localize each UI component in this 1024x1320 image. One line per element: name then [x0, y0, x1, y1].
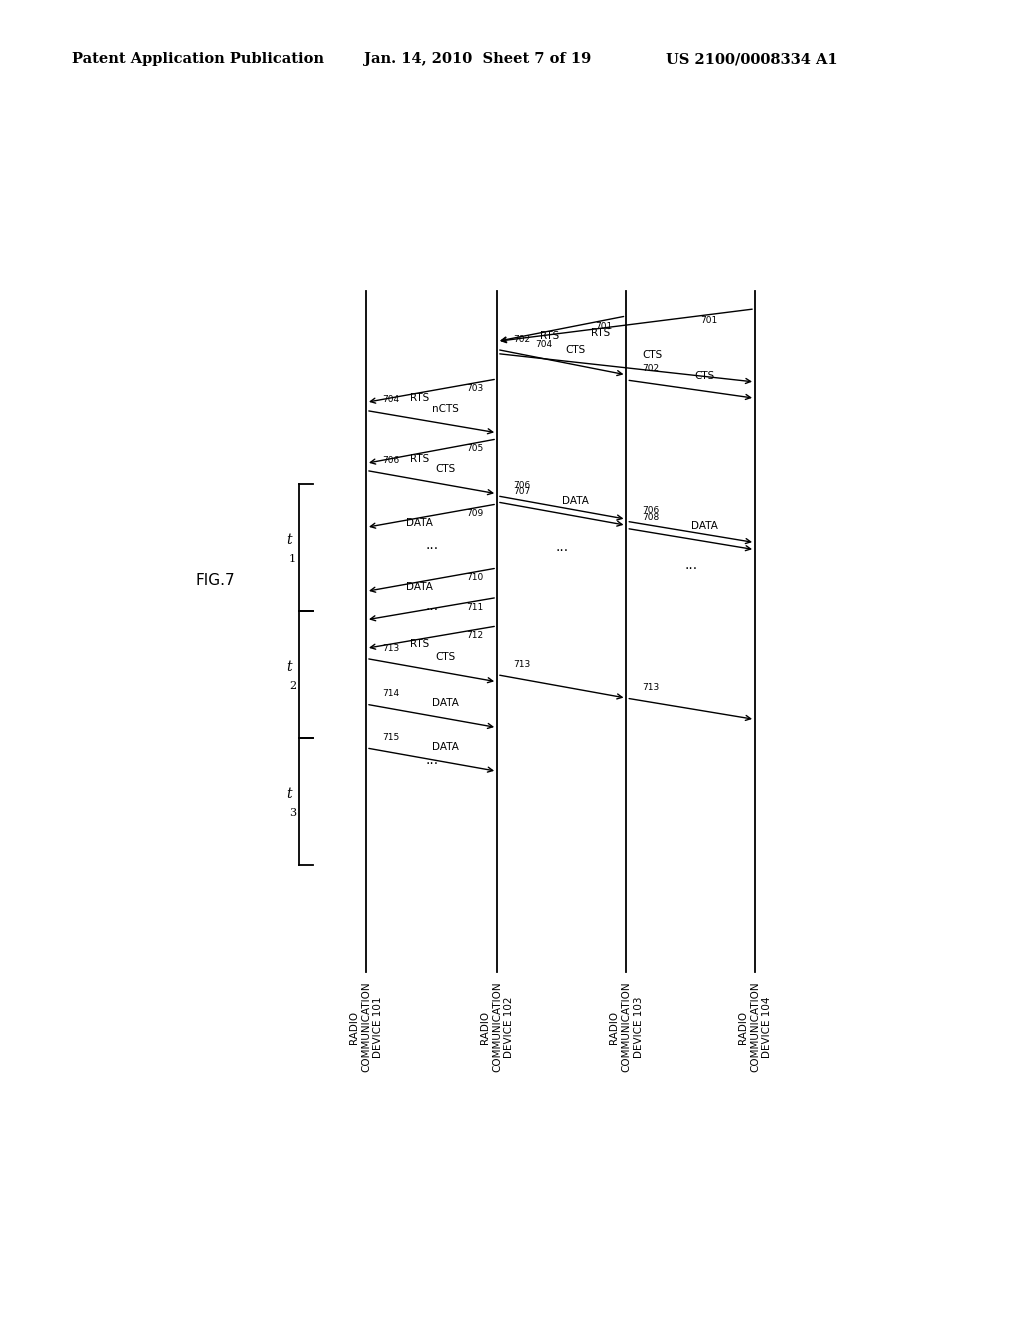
Text: 704: 704 [382, 396, 399, 404]
Text: 713: 713 [382, 644, 399, 652]
Text: 708: 708 [642, 513, 659, 523]
Text: Patent Application Publication: Patent Application Publication [72, 53, 324, 66]
Text: DATA: DATA [432, 742, 459, 752]
Text: CTS: CTS [642, 351, 663, 360]
Text: 706: 706 [513, 480, 530, 490]
Text: ...: ... [425, 598, 438, 612]
Text: ...: ... [425, 537, 438, 552]
Text: RADIO
COMMUNICATION
DEVICE 102: RADIO COMMUNICATION DEVICE 102 [479, 982, 514, 1072]
Text: 711: 711 [466, 603, 483, 611]
Text: 713: 713 [513, 660, 530, 669]
Text: 2: 2 [289, 681, 296, 692]
Text: 702: 702 [513, 335, 530, 345]
Text: t: t [287, 533, 292, 546]
Text: 705: 705 [466, 445, 483, 453]
Text: RTS: RTS [541, 331, 559, 342]
Text: 715: 715 [382, 733, 399, 742]
Text: CTS: CTS [565, 345, 586, 355]
Text: ...: ... [685, 558, 698, 572]
Text: US 2100/0008334 A1: US 2100/0008334 A1 [666, 53, 838, 66]
Text: 703: 703 [466, 384, 483, 393]
Text: 1: 1 [289, 554, 296, 565]
Text: DATA: DATA [407, 517, 433, 528]
Text: FIG.7: FIG.7 [196, 573, 236, 587]
Text: 701: 701 [596, 322, 613, 330]
Text: RTS: RTS [410, 454, 429, 463]
Text: CTS: CTS [694, 371, 715, 381]
Text: CTS: CTS [435, 652, 456, 663]
Text: 3: 3 [289, 808, 296, 818]
Text: RADIO
COMMUNICATION
DEVICE 101: RADIO COMMUNICATION DEVICE 101 [349, 982, 383, 1072]
Text: t: t [287, 787, 292, 801]
Text: RADIO
COMMUNICATION
DEVICE 104: RADIO COMMUNICATION DEVICE 104 [737, 982, 772, 1072]
Text: DATA: DATA [432, 698, 459, 708]
Text: 706: 706 [642, 506, 659, 515]
Text: DATA: DATA [407, 582, 433, 593]
Text: CTS: CTS [435, 465, 456, 474]
Text: ...: ... [556, 540, 568, 553]
Text: 709: 709 [466, 510, 483, 519]
Text: 707: 707 [513, 487, 530, 496]
Text: 712: 712 [466, 631, 483, 640]
Text: 710: 710 [466, 573, 483, 582]
Text: t: t [287, 660, 292, 675]
Text: ...: ... [425, 754, 438, 767]
Text: RTS: RTS [410, 393, 429, 403]
Text: 704: 704 [536, 339, 553, 348]
Text: 714: 714 [382, 689, 399, 698]
Text: RTS: RTS [410, 639, 429, 649]
Text: 701: 701 [700, 315, 718, 325]
Text: 706: 706 [382, 455, 399, 465]
Text: 702: 702 [642, 364, 659, 374]
Text: RTS: RTS [591, 329, 610, 338]
Text: nCTS: nCTS [432, 404, 459, 413]
Text: RADIO
COMMUNICATION
DEVICE 103: RADIO COMMUNICATION DEVICE 103 [609, 982, 644, 1072]
Text: 713: 713 [642, 682, 659, 692]
Text: DATA: DATA [562, 496, 589, 506]
Text: DATA: DATA [691, 521, 718, 531]
Text: Jan. 14, 2010  Sheet 7 of 19: Jan. 14, 2010 Sheet 7 of 19 [364, 53, 591, 66]
